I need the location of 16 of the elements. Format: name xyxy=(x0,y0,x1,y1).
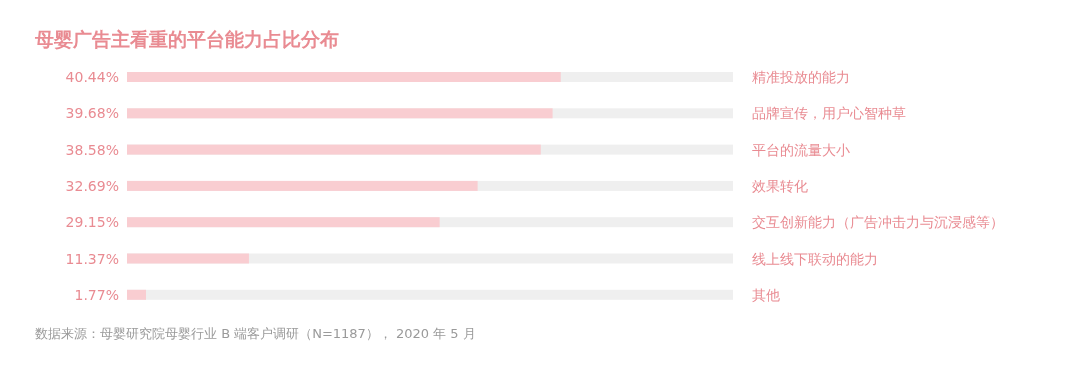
value-label: 11.37% xyxy=(65,250,119,267)
value-label: 39.68% xyxy=(65,105,119,122)
category: 其他 xyxy=(752,286,780,303)
value-label: 40.44% xyxy=(65,69,119,85)
title: 母婴广告主看重的平台能力占比分布 xyxy=(35,28,339,50)
value-label: 29.15% xyxy=(65,214,119,231)
category: 平台的流量大小 xyxy=(752,141,850,158)
category: 线上线下联动的能力 xyxy=(752,250,878,267)
category: 精准投放的能力 xyxy=(752,69,850,85)
category: 品牌宣传，用户心智种草 xyxy=(752,105,906,122)
category: 效果转化 xyxy=(752,177,808,194)
category: 交互创新能力（广告冲击力与沉浸感等） xyxy=(752,214,1004,231)
annotation: 数据来源：母婴研究院母婴行业 B 端客户调研（N=1187）， 2020 年 5 月 xyxy=(35,326,476,341)
value-label: 1.77% xyxy=(74,286,119,303)
value-label: 38.58% xyxy=(65,141,119,158)
value-label: 32.69% xyxy=(65,177,119,194)
